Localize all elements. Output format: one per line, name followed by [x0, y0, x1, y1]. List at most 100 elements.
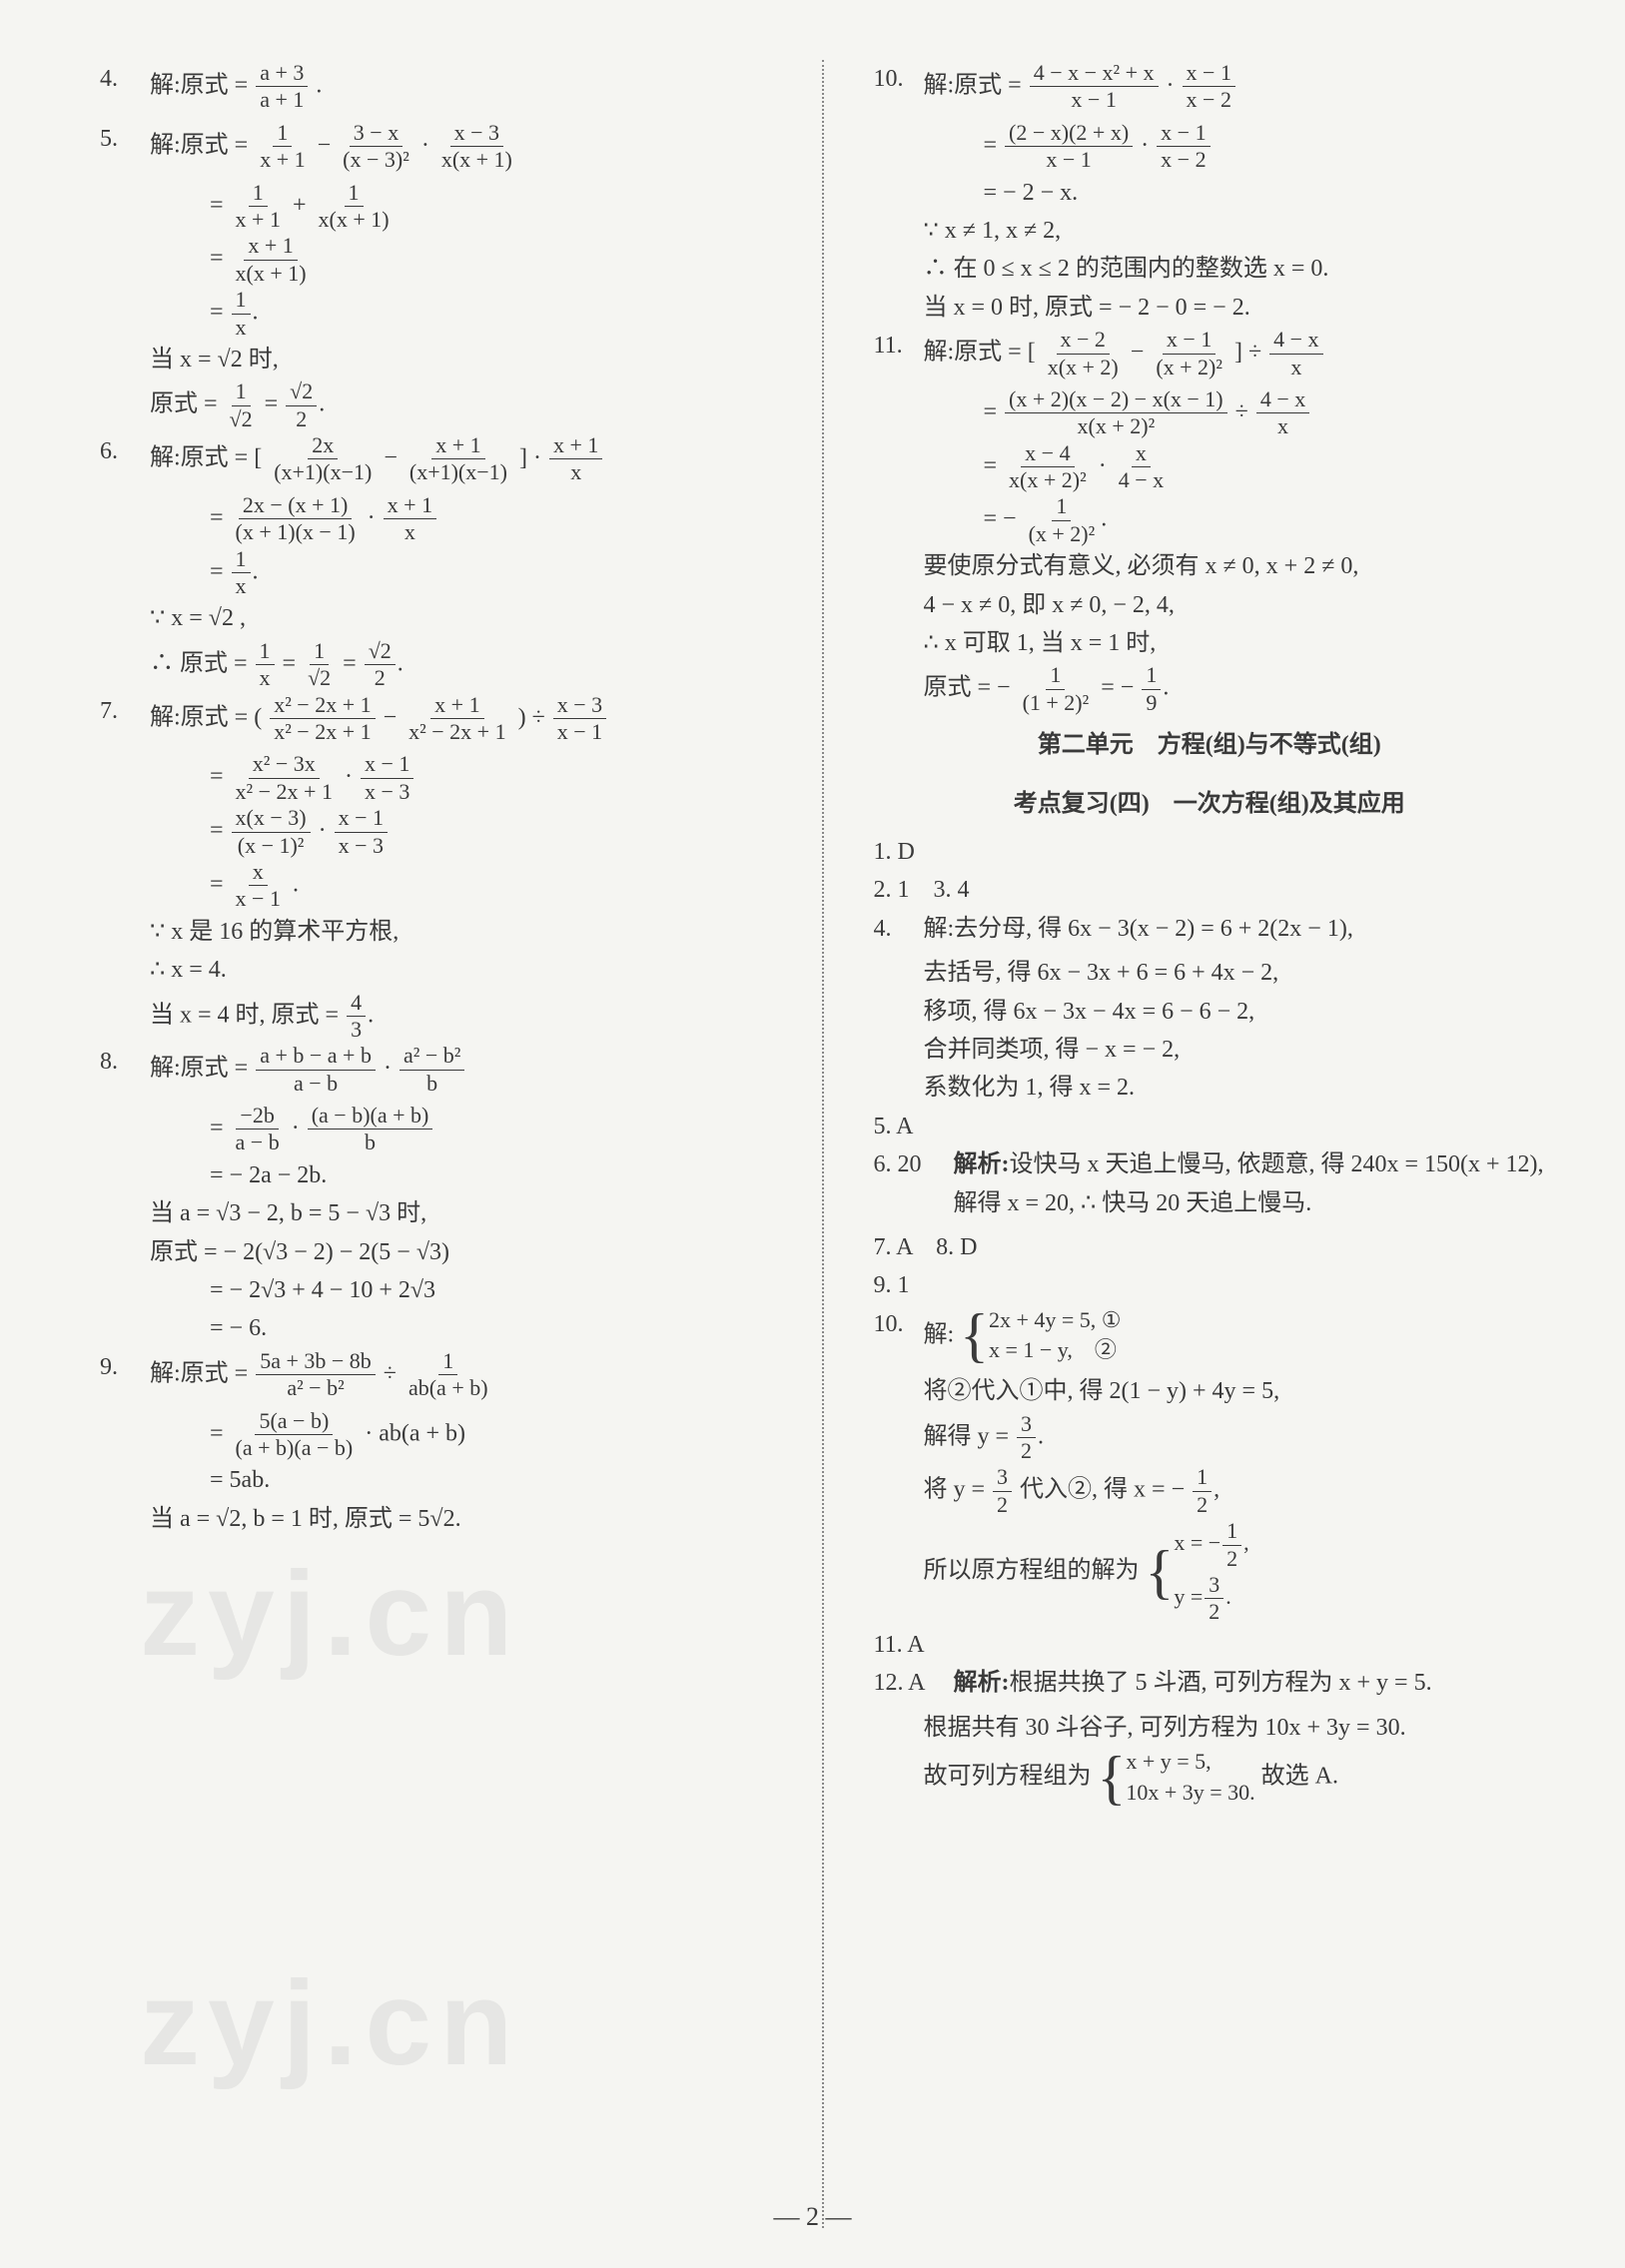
prefix-text: 解:原式 =	[150, 72, 248, 98]
fraction: 1√2	[226, 378, 257, 432]
fraction: √22	[365, 638, 396, 692]
step: 移项, 得 6x − 3x − 4x = 6 − 6 − 2,	[874, 993, 1546, 1031]
problem-number: 6.	[100, 432, 150, 470]
condition: 要使原分式有意义, 必须有 x ≠ 0, x + 2 ≠ 0,	[874, 547, 1546, 585]
answer: 当 x = 4 时, 原式 = 43.	[100, 990, 772, 1044]
step: = x² − 3xx² − 2x + 1 · x − 1x − 3	[100, 751, 772, 805]
condition: ∵ x 是 16 的算术平方根,	[100, 913, 772, 951]
fraction: 19	[1142, 662, 1161, 716]
fraction: 1(1 + 2)²	[1019, 662, 1094, 716]
condition: 4 − x ≠ 0, 即 x ≠ 0, − 2, 4,	[874, 586, 1546, 624]
step: 将 y = 32 代入②, 得 x = − 12,	[874, 1464, 1546, 1518]
problem-12: 12. A 解析:根据共换了 5 斗酒, 可列方程为 x + y = 5.	[874, 1664, 1546, 1702]
fraction: x + 1x	[384, 492, 436, 546]
condition: 当 x = √2 时,	[100, 341, 772, 378]
step: = xx − 1 .	[100, 859, 772, 913]
fraction: 4 − xx	[1256, 386, 1309, 440]
column-divider	[822, 60, 824, 2228]
fraction: (a − b)(a + b)b	[308, 1103, 433, 1156]
problem-number: 4.	[874, 910, 924, 948]
fraction: a + b − a + ba − b	[256, 1043, 376, 1097]
condition: ∴ x = 4.	[100, 951, 772, 989]
fraction: x − 1x − 3	[361, 751, 413, 805]
fraction: 1x + 1	[232, 180, 285, 234]
fraction: x − 3x(x + 1)	[437, 120, 516, 174]
fraction: 1√2	[304, 638, 335, 692]
page-number: — 2 —	[0, 2196, 1625, 2238]
solution-system: { x = −12, y =32.	[1146, 1518, 1249, 1626]
problem-number: 9.	[100, 1348, 150, 1386]
fraction: 1x + 1	[256, 120, 309, 174]
fraction: x + 1x	[549, 432, 602, 486]
fraction: 1x	[232, 546, 251, 600]
review-heading: 考点复习(四) 一次方程(组)及其应用	[874, 785, 1546, 823]
problem-number: 10.	[874, 1305, 924, 1343]
problem-4b: 4. 解:去分母, 得 6x − 3(x − 2) = 6 + 2(2x − 1…	[874, 910, 1546, 948]
problem-number: 7.	[100, 692, 150, 730]
fraction: x² − 3xx² − 2x + 1	[232, 751, 337, 805]
left-column: 4. 解:原式 = a + 3a + 1 . 5. 解:原式 = 1x + 1 …	[100, 60, 772, 2228]
equation-system: { 2x + 4y = 5, ① x = 1 − y, ②	[960, 1305, 1121, 1367]
fraction: x + 1x² − 2x + 1	[405, 692, 509, 746]
fraction: (x + 2)(x − 2) − x(x − 1)x(x + 2)²	[1005, 386, 1227, 440]
condition: ∴ x 可取 1, 当 x = 1 时,	[874, 624, 1546, 662]
step: = − 6.	[100, 1309, 772, 1347]
problem-number: 8.	[100, 1043, 150, 1081]
step: = −2ba − b · (a − b)(a + b)b	[100, 1103, 772, 1156]
page: 4. 解:原式 = a + 3a + 1 . 5. 解:原式 = 1x + 1 …	[0, 0, 1625, 2268]
equation-system: { x + y = 5, 10x + 3y = 30.	[1098, 1747, 1255, 1809]
fraction: √22	[286, 378, 317, 432]
unit-heading: 第二单元 方程(组)与不等式(组)	[874, 726, 1546, 764]
step: = (x + 2)(x − 2) − x(x − 1)x(x + 2)² ÷ 4…	[874, 386, 1546, 440]
numerator: a + 3	[256, 60, 308, 87]
problem-content: 解:原式 = [ x − 2x(x + 2) − x − 1(x + 2)² ]…	[924, 327, 1546, 380]
problem-number: 5.	[100, 120, 150, 158]
fraction: x4 − x	[1115, 440, 1168, 494]
fraction: x − 4x(x + 2)²	[1005, 440, 1091, 494]
step: 根据共有 30 斗谷子, 可列方程为 10x + 3y = 30.	[874, 1709, 1546, 1747]
fraction: 2x − (x + 1)(x + 1)(x − 1)	[232, 492, 360, 546]
fraction: 1x	[232, 287, 251, 341]
step: 原式 = − 2(√3 − 2) − 2(5 − √3)	[100, 1233, 772, 1271]
fraction: x + 1x(x + 1)	[232, 233, 311, 287]
prefix-text: 解:原式 =	[150, 132, 248, 158]
step: = − 2 − x.	[874, 174, 1546, 212]
condition: ∵ x = √2 ,	[100, 599, 772, 637]
fraction: x − 1x − 3	[335, 805, 388, 859]
fraction: x² − 2x + 1x² − 2x + 1	[270, 692, 375, 746]
step: 去括号, 得 6x − 3x + 6 = 6 + 4x − 2,	[874, 954, 1546, 992]
analysis-label: 解析:	[954, 1151, 1010, 1177]
problem-number: 11.	[874, 327, 924, 365]
brace-icon: {	[960, 1311, 989, 1359]
fraction: x − 1x − 2	[1157, 120, 1210, 174]
step: 将②代入①中, 得 2(1 − y) + 4y = 5,	[874, 1372, 1546, 1410]
condition: 当 a = √2, b = 1 时, 原式 = 5√2.	[100, 1500, 772, 1538]
problem-10: 10. 解:原式 = 4 − x − x² + xx − 1 · x − 1x …	[874, 60, 1546, 114]
fraction: a² − b²b	[400, 1043, 464, 1097]
answer-5: 5. A	[874, 1108, 1546, 1145]
fraction: −2ba − b	[232, 1103, 284, 1156]
problem-content: 解:原式 = [ 2x(x+1)(x−1) − x + 1(x+1)(x−1) …	[150, 432, 772, 486]
problem-8: 8. 解:原式 = a + b − a + ba − b · a² − b²b	[100, 1043, 772, 1097]
step: 系数化为 1, 得 x = 2.	[874, 1069, 1546, 1107]
fraction: 5(a − b)(a + b)(a − b)	[232, 1408, 358, 1462]
step: = x(x − 3)(x − 1)² · x − 1x − 3	[100, 805, 772, 859]
fraction: 32	[1205, 1572, 1223, 1626]
suffix-text: .	[316, 72, 322, 98]
step: 故可列方程组为 { x + y = 5, 10x + 3y = 30. 故选 A…	[874, 1747, 1546, 1809]
fraction: (2 − x)(2 + x)x − 1	[1005, 120, 1133, 174]
fraction: 32	[1017, 1411, 1036, 1465]
problem-5: 5. 解:原式 = 1x + 1 − 3 − x(x − 3)² · x − 3…	[100, 120, 772, 174]
fraction: a + 3a + 1	[256, 60, 308, 114]
fraction: x(x − 3)(x − 1)²	[232, 805, 311, 859]
answer-1: 1. D	[874, 833, 1546, 871]
fraction: 1(x + 2)²	[1025, 493, 1100, 547]
fraction: x − 2x(x + 2)	[1044, 327, 1123, 380]
answer-11: 11. A	[874, 1626, 1546, 1664]
condition: 当 x = 0 时, 原式 = − 2 − 0 = − 2.	[874, 289, 1546, 327]
fraction: 1x(x + 1)	[315, 180, 394, 234]
fraction: 3 − x(x − 3)²	[339, 120, 413, 174]
fraction: x + 1(x+1)(x−1)	[406, 432, 511, 486]
problem-content: 解:原式 = 1x + 1 − 3 − x(x − 3)² · x − 3x(x…	[150, 120, 772, 174]
problem-6b: 6. 20 解析:设快马 x 天追上慢马, 依题意, 得 240x = 150(…	[874, 1145, 1546, 1222]
